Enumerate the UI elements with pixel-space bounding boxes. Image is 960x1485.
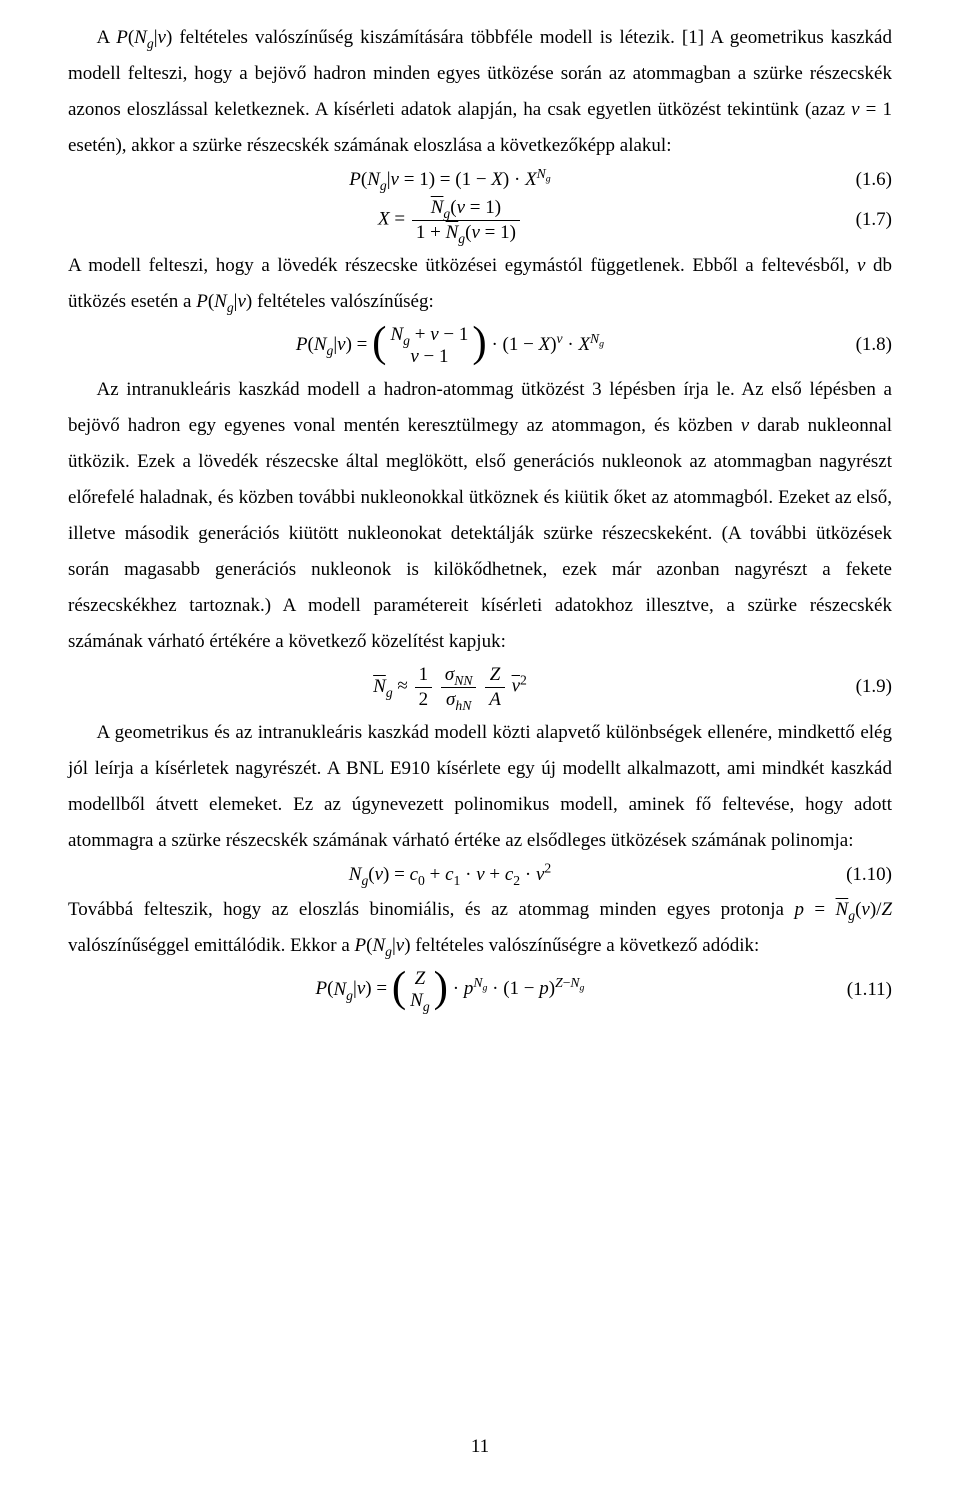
paragraph-5: Továbbá felteszik, hogy az eloszlás bino…	[68, 892, 892, 964]
eq-1-10-label: (1.10)	[832, 863, 892, 888]
eq-1-11-body: P(Ng|ν) = ( Z Ng ) · pNg · (1 − p)Z−Ng	[68, 968, 832, 1012]
equation-1-8: P(Ng|ν) = ( Ng + ν − 1 ν − 1 ) · (1 − X)…	[68, 324, 892, 368]
page-number: 11	[0, 1429, 960, 1465]
equation-1-6: P(Ng|ν = 1) = (1 − X) · XNg (1.6)	[68, 168, 892, 193]
equation-1-11: P(Ng|ν) = ( Z Ng ) · pNg · (1 − p)Z−Ng (…	[68, 968, 892, 1012]
eq-1-8-body: P(Ng|ν) = ( Ng + ν − 1 ν − 1 ) · (1 − X)…	[68, 324, 832, 368]
eq-1-9-label: (1.9)	[832, 675, 892, 700]
equation-1-10: Ng(ν) = c0 + c1 · ν + c2 · ν2 (1.10)	[68, 863, 892, 888]
paragraph-3: Az intranukleáris kaszkád modell a hadro…	[68, 372, 892, 661]
eq-1-9-f1-den: 2	[415, 688, 433, 711]
paragraph-1: A P(Ng|ν) feltételes valószínűség kiszám…	[68, 20, 892, 164]
eq-1-7-body: X = Ng(ν = 1) 1 + Ng(ν = 1)	[68, 197, 832, 244]
eq-1-9-body: Ng ≈ 12 σNNσhN ZA ν2	[68, 664, 832, 711]
paragraph-2: A modell felteszi, hogy a lövedék részec…	[68, 248, 892, 320]
equation-1-7: X = Ng(ν = 1) 1 + Ng(ν = 1) (1.7)	[68, 197, 892, 244]
eq-1-6-body: P(Ng|ν = 1) = (1 − X) · XNg	[68, 168, 832, 193]
eq-1-8-label: (1.8)	[832, 333, 892, 358]
page: A P(Ng|ν) feltételes valószínűség kiszám…	[0, 0, 960, 1485]
eq-1-7-label: (1.7)	[832, 208, 892, 233]
equation-1-9: Ng ≈ 12 σNNσhN ZA ν2 (1.9)	[68, 664, 892, 711]
eq-1-10-body: Ng(ν) = c0 + c1 · ν + c2 · ν2	[68, 863, 832, 888]
eq-1-9-f1-num: 1	[415, 664, 433, 688]
eq-1-6-label: (1.6)	[832, 168, 892, 193]
paragraph-4: A geometrikus és az intranukleáris kaszk…	[68, 715, 892, 859]
eq-1-11-label: (1.11)	[832, 978, 892, 1003]
